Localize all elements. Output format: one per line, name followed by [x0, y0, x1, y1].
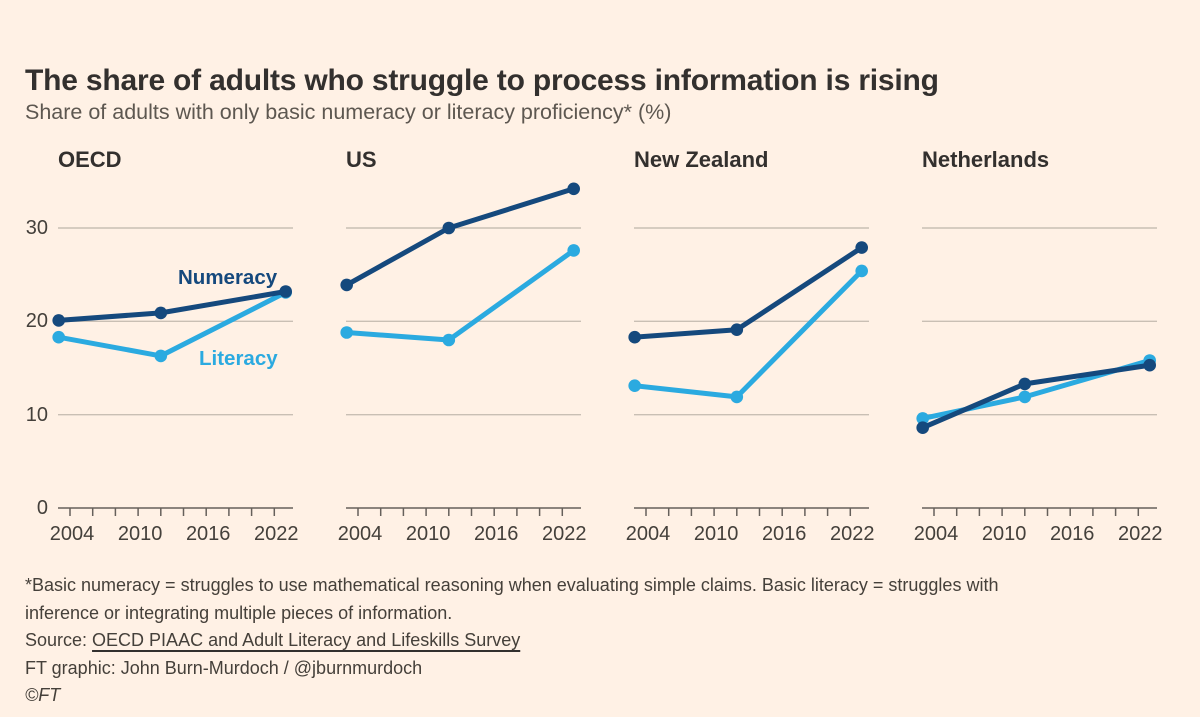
numeracy-point: [916, 421, 929, 434]
credit-line: FT graphic: John Burn-Murdoch / @jburnmu…: [25, 657, 423, 678]
footer: *Basic numeracy = struggles to use mathe…: [25, 572, 1155, 710]
numeracy-line: [56, 289, 289, 323]
literacy-point: [855, 264, 868, 278]
panel-plot: [628, 227, 869, 516]
panel-title: US: [346, 147, 377, 172]
x-axis-label: 2010: [117, 523, 163, 545]
panel-title: OECD: [58, 147, 122, 172]
numeracy-point: [154, 306, 168, 320]
literacy-point: [340, 326, 353, 339]
x-axis-label: 2022: [1118, 523, 1163, 545]
source-label: Source:: [25, 630, 93, 650]
panel-plot: [916, 227, 1157, 516]
literacy-series-label: Literacy: [199, 347, 278, 370]
chart-title: The share of adults who struggle to proc…: [25, 64, 939, 98]
chart-area: 0 10 20 30 OECD 2004 2010 2016 2022 Numeracy Lite…: [0, 140, 1200, 560]
literacy-point: [1018, 390, 1032, 404]
literacy-point: [916, 412, 929, 425]
y-axis-label: 10: [25, 403, 48, 426]
numeracy-point: [628, 330, 641, 344]
panel-netherlands: Netherlands 2004 2010 2016 2022: [914, 147, 1163, 552]
y-axis-label: 20: [25, 310, 48, 333]
numeracy-point: [1018, 377, 1032, 391]
panel-oecd: OECD 2004 2010 2016 2022 Numeracy Literacy: [50, 147, 299, 552]
literacy-point: [567, 244, 580, 257]
x-axis-label: 2010: [405, 523, 451, 545]
literacy-point: [442, 333, 456, 347]
y-axis-label: 0: [36, 497, 48, 519]
numeracy-point: [730, 323, 744, 336]
panel-new-zealand: New Zealand 2004 2010 2016 2022: [626, 147, 875, 552]
x-axis-label: 2004: [337, 523, 383, 545]
x-axis-label: 2022: [830, 523, 875, 545]
panel-title: Netherlands: [922, 147, 1050, 172]
numeracy-line: [920, 362, 1153, 431]
footnote-line-2: inference or integrating multiple pieces…: [25, 602, 453, 623]
y-axis-label: 30: [25, 217, 48, 239]
x-axis-label: 2022: [542, 523, 587, 545]
numeracy-line: [632, 245, 865, 340]
numeracy-point: [279, 285, 292, 298]
literacy-point: [730, 390, 744, 404]
numeracy-point: [855, 241, 868, 254]
x-axis-label: 2016: [1049, 523, 1095, 545]
literacy-point: [154, 349, 168, 363]
x-axis-label: 2022: [254, 523, 299, 545]
numeracy-point: [567, 182, 580, 196]
panel-plot: [340, 182, 581, 516]
numeracy-series-label: Numeracy: [178, 266, 278, 289]
x-axis-label: 2004: [913, 523, 959, 545]
x-axis-label: 2016: [185, 523, 231, 545]
panel-title: New Zealand: [634, 147, 769, 172]
numeracy-point: [52, 314, 65, 327]
x-axis-label: 2010: [981, 523, 1027, 545]
x-axis-label: 2004: [49, 523, 95, 545]
x-axis-label: 2016: [761, 523, 807, 545]
source-link[interactable]: OECD PIAAC and Adult Literacy and Lifesk…: [92, 630, 521, 650]
copyright: ©FT: [25, 685, 61, 705]
x-axis-label: 2010: [693, 523, 739, 545]
panel-us: US 2004 2010 2016 2022: [338, 147, 587, 552]
literacy-point: [628, 379, 641, 392]
numeracy-point: [340, 278, 353, 292]
x-axis-label: 2016: [473, 523, 519, 545]
numeracy-point: [1143, 358, 1156, 372]
x-axis-label: 2004: [625, 523, 671, 545]
literacy-point: [52, 330, 65, 344]
footnote-line-1: *Basic numeracy = struggles to use mathe…: [25, 575, 999, 595]
numeracy-line: [344, 186, 577, 288]
panel-plot: [52, 227, 293, 516]
numeracy-point: [442, 221, 456, 235]
chart-subtitle: Share of adults with only basic numeracy…: [25, 100, 672, 124]
source-line: Source: OECD PIAAC and Adult Literacy an…: [25, 627, 1155, 655]
